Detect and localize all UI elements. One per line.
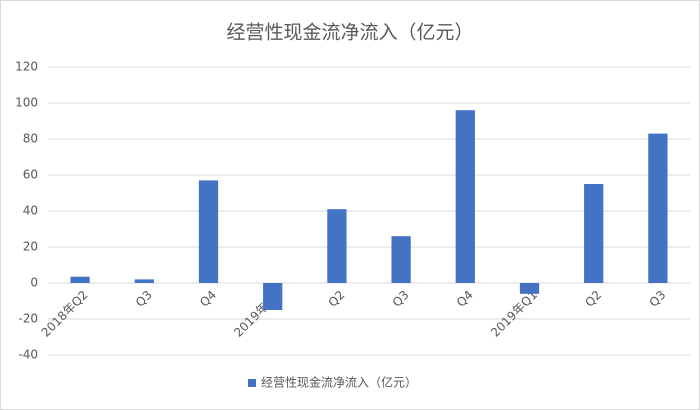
chart-title: 经营性现金流净流入（亿元） [226,22,473,44]
y-tick-label: 0 [30,276,38,290]
bar [584,184,604,283]
bar [519,283,540,294]
bar [391,236,411,283]
bar [70,276,90,283]
y-tick-label: 80 [23,132,38,146]
bar [198,180,219,283]
y-tick-label: 120 [15,60,38,74]
y-tick-label: 40 [23,204,38,218]
legend-label: 经营性现金流净流入（亿元） [261,375,417,390]
y-tick-label: -20 [18,312,38,326]
y-tick-label: 100 [15,96,38,110]
legend-swatch [248,379,256,387]
bar [134,279,154,283]
y-tick-label: 20 [23,240,38,254]
y-tick-label: -40 [18,348,38,362]
bar [648,133,668,283]
y-tick-label: 60 [23,168,38,182]
bar [327,209,347,283]
bar [263,283,283,310]
bar [455,110,475,283]
